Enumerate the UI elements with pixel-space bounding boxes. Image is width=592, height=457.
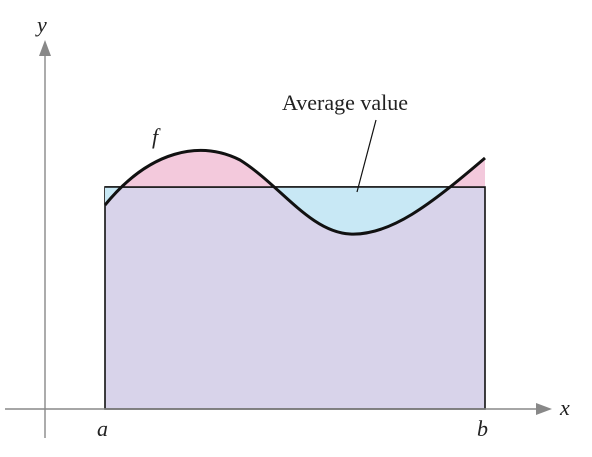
annotation-leader xyxy=(356,119,377,193)
region-above-average xyxy=(105,150,485,187)
label-a: a xyxy=(97,416,108,441)
label-b: b xyxy=(477,416,488,441)
function-label: f xyxy=(152,124,161,149)
x-axis-label: x xyxy=(559,395,570,420)
x-axis-arrow xyxy=(536,403,552,415)
region-below-average xyxy=(105,187,485,235)
function-curve xyxy=(103,148,486,236)
average-value-label: Average value xyxy=(282,90,408,115)
average-value-rectangle xyxy=(104,186,486,410)
y-axis-label: y xyxy=(35,12,47,37)
y-axis-arrow xyxy=(39,40,51,56)
